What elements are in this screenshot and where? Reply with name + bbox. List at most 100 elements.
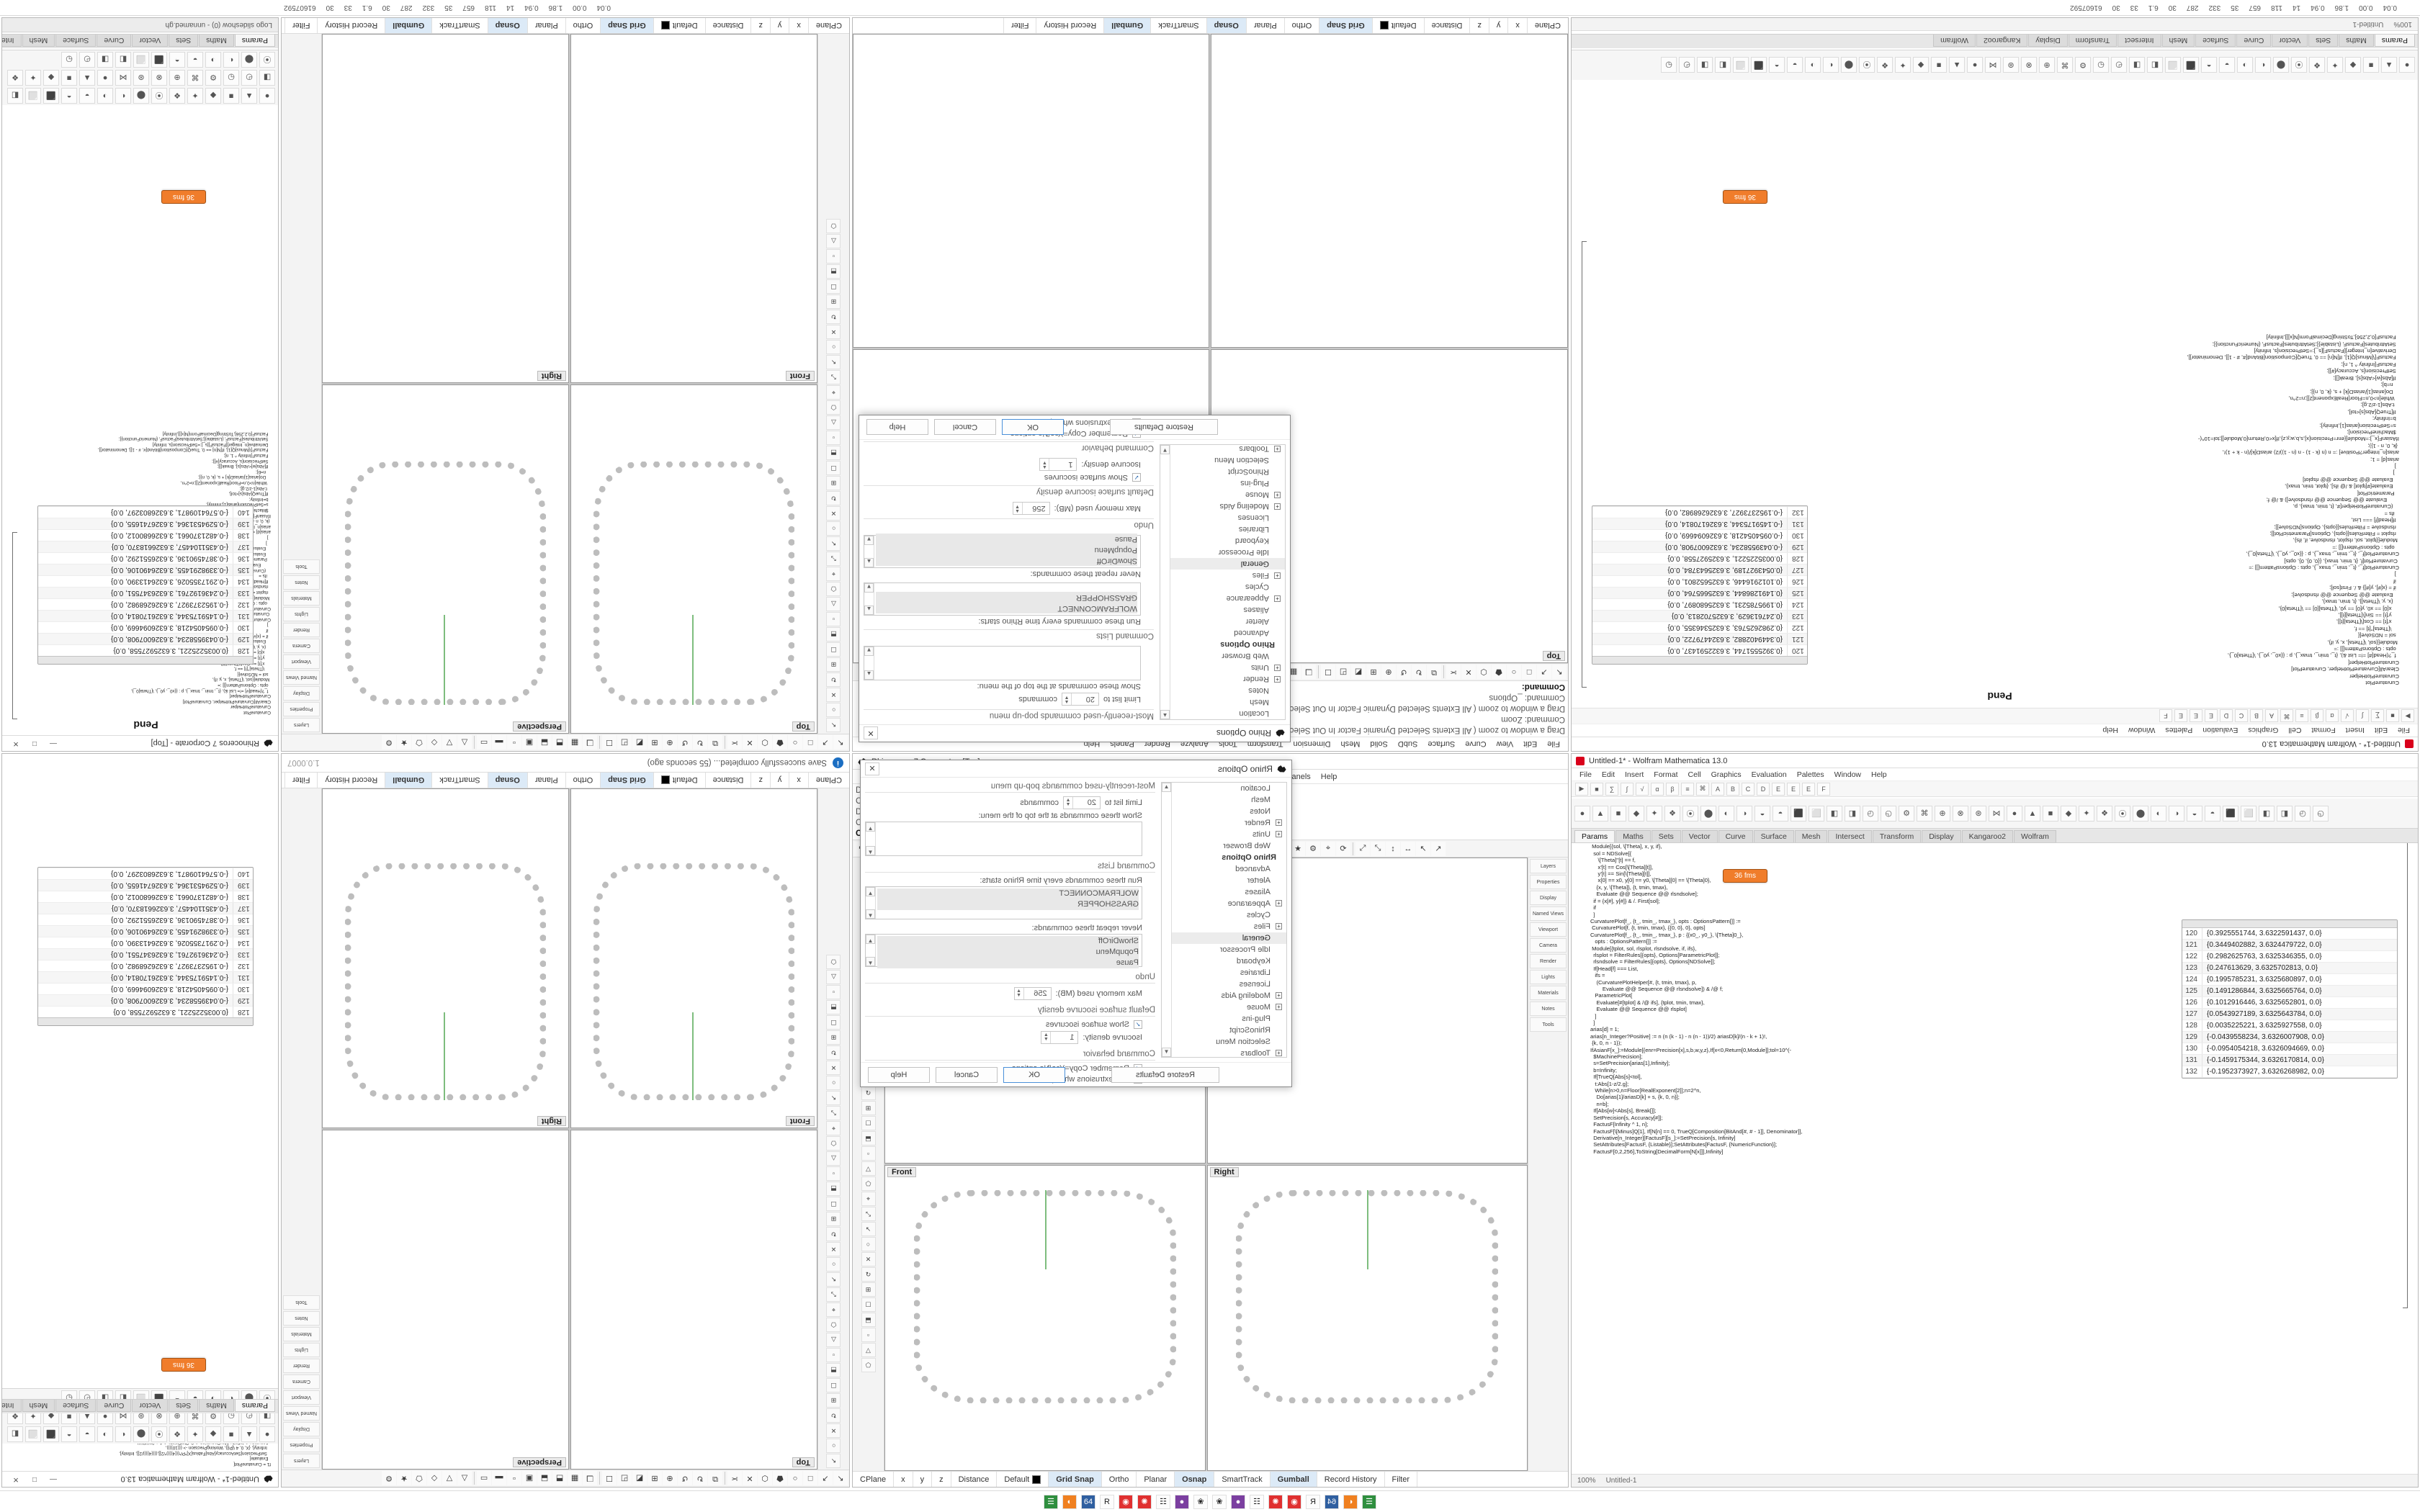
dock-tool-19-icon[interactable]: ▫ [861, 1146, 876, 1161]
panel-lights-tab[interactable]: Lights [283, 607, 320, 621]
panel-properties-tab[interactable]: Properties [283, 702, 320, 716]
mathematica-tool-5-icon[interactable]: α [1651, 782, 1664, 796]
table-row[interactable]: 130 {-0.0954054218, 3.6326094669, 0.0} [38, 621, 253, 633]
viewport-front[interactable]: Front [570, 34, 817, 383]
panel-lights-tab[interactable]: Lights [283, 1343, 320, 1357]
table-row[interactable]: 137 {-0.4351104457, 3.6326618370, 0.0} [38, 902, 253, 914]
scroll-up-icon[interactable]: ▲ [864, 670, 874, 680]
mathematica-tool-13-icon[interactable]: E [1772, 782, 1785, 796]
menu-item-subd[interactable]: SubD [1397, 739, 1418, 749]
expand-icon[interactable]: + [1274, 503, 1281, 510]
gh-component-27-icon[interactable]: ◆ [2061, 805, 2076, 822]
stepper-arrows-icon[interactable]: ▲ ▼ [1013, 503, 1023, 514]
layer-color-swatch[interactable] [660, 775, 670, 785]
dock-tool-29-icon[interactable]: ☐ [861, 1297, 876, 1312]
titlebar-b[interactable]: Untitled-1* - Wolfram Mathematica 13.0 —… [2, 1471, 278, 1487]
statusbar-distance[interactable]: Distance [704, 773, 751, 788]
viewport-label[interactable]: Right [1209, 1167, 1239, 1177]
options-tree-item-mesh[interactable]: Mesh [1251, 796, 1270, 804]
viewport-label[interactable]: Right [537, 1116, 566, 1126]
close-button[interactable]: ✕ [12, 1475, 19, 1483]
options-tree-item-web-browser[interactable]: Web Browser [1223, 842, 1270, 850]
dock-tool-27-icon[interactable]: ↻ [861, 1267, 876, 1282]
options-tree-item-rhinoscript[interactable]: RhinoScript [1228, 467, 1269, 476]
gh-component-24-icon[interactable]: ● [1967, 57, 1983, 73]
tool-21-icon[interactable]: ▫ [507, 735, 521, 750]
menu-item-curve[interactable]: Curve [1465, 739, 1487, 749]
mathematica-tool-14-icon[interactable]: E [2190, 709, 2202, 723]
listbox-scrollbar[interactable]: ▲ ▼ [866, 822, 876, 855]
tool-9-icon[interactable]: ↻ [693, 1471, 707, 1486]
gh-component-1-icon[interactable]: ▲ [241, 88, 257, 104]
options-tree-item-aliases[interactable]: Aliases [1243, 606, 1269, 614]
tool-35-icon[interactable]: ↔ [1401, 841, 1415, 856]
gh-tab-intersect[interactable]: Intersect [1, 35, 22, 47]
viewport-label[interactable]: Front [785, 371, 815, 381]
gh-component-3-icon[interactable]: ◆ [2345, 57, 2361, 73]
gh-component-37-icon[interactable]: ⬜ [133, 52, 149, 68]
scroll-down-icon[interactable]: ▼ [866, 846, 875, 855]
dock-tool-12-icon[interactable]: ↖ [826, 536, 841, 551]
tool-16-icon[interactable]: ❑ [583, 735, 597, 750]
run-command-item[interactable]: GRASSHOPPER [877, 899, 1139, 910]
dock-tool-12-icon[interactable]: ↖ [826, 1272, 841, 1287]
gh-component-2-icon[interactable]: ■ [2363, 57, 2379, 73]
viewport-front[interactable]: Front [570, 788, 817, 1128]
options-tree-item-files[interactable]: + Files [1160, 570, 1285, 581]
gh-component-28-icon[interactable]: ✦ [1895, 57, 1911, 73]
options-tree-item-general[interactable]: General [1160, 558, 1285, 570]
grasshopper-icon[interactable]: ◉ [1119, 1494, 1133, 1509]
dock-tool-30-icon[interactable]: ⬒ [826, 264, 841, 279]
tool-22-icon[interactable]: ▬ [492, 1471, 506, 1486]
tool-28-icon[interactable]: ★ [397, 735, 411, 750]
expand-icon[interactable]: + [1274, 446, 1281, 452]
tool-28-icon[interactable]: ★ [397, 1471, 411, 1486]
tool-24-icon[interactable]: △ [457, 735, 472, 750]
expand-icon[interactable]: + [1276, 1050, 1282, 1056]
tool-13-icon[interactable]: ◩ [1351, 665, 1366, 680]
options-tree-item-keyboard[interactable]: Keyboard [1234, 536, 1269, 545]
gh-tab-maths[interactable]: Maths [199, 1400, 234, 1412]
dock-tool-13-icon[interactable]: ○ [826, 521, 841, 536]
gh-component-29-icon[interactable]: ❖ [2097, 805, 2112, 822]
wolfram-icon[interactable]: ✺ [1268, 1494, 1283, 1509]
gh-tab-surface[interactable]: Surface [2195, 35, 2236, 47]
table-row[interactable]: 129 {-0.0439558234, 3.6326007908, 0.0} [1592, 541, 1807, 552]
options-tree-item-general[interactable]: General [1162, 932, 1286, 944]
dock-tool-2-icon[interactable]: ✕ [826, 1423, 841, 1438]
rhino-icon[interactable]: R [1306, 1494, 1320, 1509]
statusbar-toggle-ortho[interactable]: Ortho [1102, 1472, 1137, 1487]
gh-component-19-icon[interactable]: ⌘ [187, 70, 203, 86]
tool-14-icon[interactable]: ◰ [1336, 665, 1350, 680]
gh-component-5-icon[interactable]: ❖ [1664, 805, 1680, 822]
never-repeat-item[interactable]: PopupMenu [876, 544, 1137, 555]
statusbar-toggle-osnap[interactable]: Osnap [487, 18, 527, 33]
table-row[interactable]: 132 {-0.1952373927, 3.6326268982, 0.0} [38, 960, 253, 971]
tool-20-icon[interactable]: ▣ [522, 1471, 537, 1486]
gh-tab-display[interactable]: Display [2028, 35, 2068, 47]
tool-10-icon[interactable]: ↺ [678, 1471, 692, 1486]
options-tree-item-aliases[interactable]: Aliases [1245, 888, 1270, 896]
mathematica-tool-8-icon[interactable]: ⌘ [2280, 709, 2293, 723]
mathematica-tool-12-icon[interactable]: D [2220, 709, 2233, 723]
tool-11-icon[interactable]: ⊕ [663, 1471, 677, 1486]
tool-8-icon[interactable]: ⧉ [708, 1471, 722, 1486]
dock-tool-8-icon[interactable]: △ [826, 1333, 841, 1347]
gh-tab-curve[interactable]: Curve [1718, 830, 1753, 842]
statusbar-z[interactable]: z [750, 773, 770, 788]
mathematica-tool-7-icon[interactable]: ≡ [2295, 709, 2308, 723]
close-button[interactable]: ✕ [12, 739, 19, 747]
dock-tool-15-icon[interactable]: ↻ [826, 1227, 841, 1241]
statusbar-cplane[interactable]: CPlane [853, 1472, 895, 1487]
dock-tool-18-icon[interactable]: ⬒ [826, 1182, 841, 1196]
dock-tool-16-icon[interactable]: ⊞ [826, 1212, 841, 1226]
gh-component-25-icon[interactable]: ▲ [1949, 57, 1965, 73]
dock-tool-2-icon[interactable]: ✕ [826, 688, 841, 702]
dock-tool-6-icon[interactable]: ⬒ [826, 1363, 841, 1377]
gh-component-4-icon[interactable]: ✦ [1646, 805, 1662, 822]
scroll-down-icon[interactable]: ▼ [1160, 445, 1170, 454]
gh-component-0-icon[interactable]: ● [259, 88, 275, 104]
mathematica-tool-3-icon[interactable]: ∫ [2356, 709, 2369, 723]
panel-named-views-tab[interactable]: Named Views [1530, 906, 1567, 921]
gh-component-39-icon[interactable]: ◨ [97, 52, 113, 68]
